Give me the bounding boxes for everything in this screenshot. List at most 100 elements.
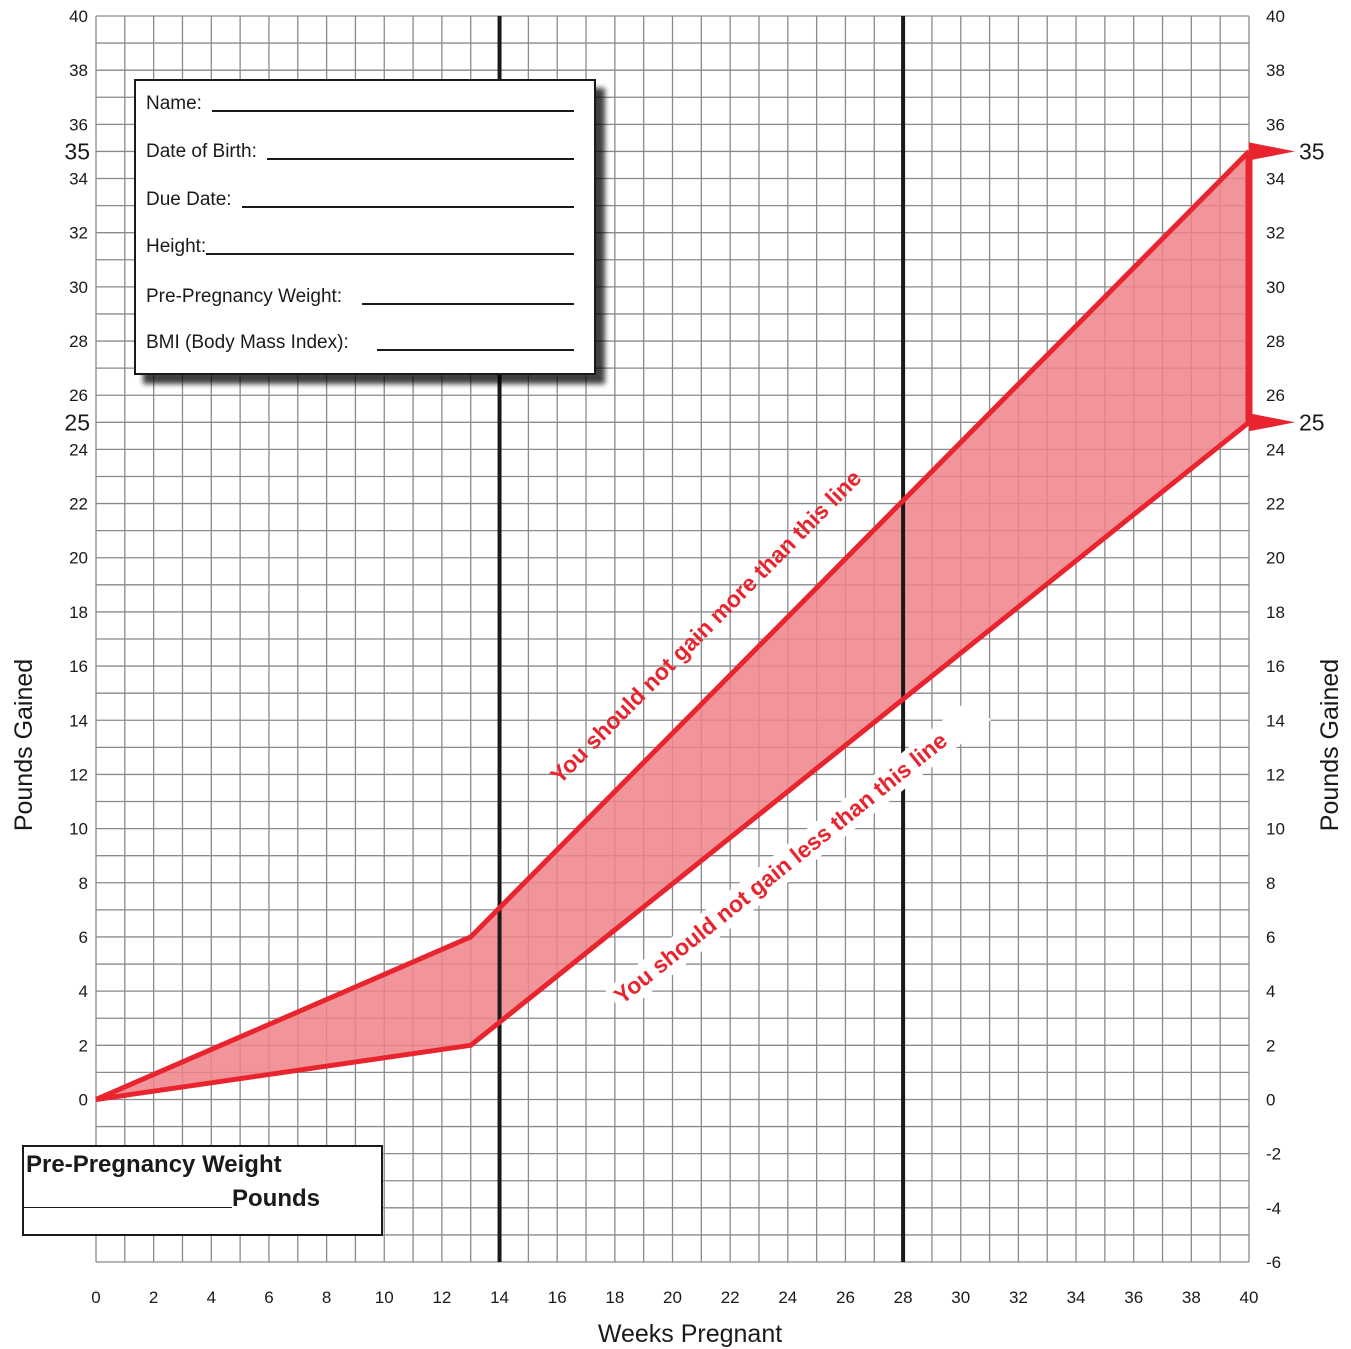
y-tick-label-right: 4 — [1266, 982, 1275, 1001]
y-tick-label-right: 0 — [1266, 1090, 1275, 1109]
x-tick-label: 20 — [663, 1288, 682, 1307]
x-tick-label: 12 — [432, 1288, 451, 1307]
y-tick-label-left: 10 — [69, 820, 88, 839]
x-tick-label: 4 — [207, 1288, 216, 1307]
y-tick-label-right: 20 — [1266, 549, 1285, 568]
y-tick-label-right: 22 — [1266, 495, 1285, 514]
y-tick-label-right: 34 — [1266, 170, 1285, 189]
x-tick-label: 36 — [1124, 1288, 1143, 1307]
y-tick-label-left: 2 — [79, 1036, 88, 1055]
y-tick-label-left: 12 — [69, 765, 88, 784]
y-tick-label-left: 28 — [69, 332, 88, 351]
name-field[interactable] — [211, 109, 574, 112]
y-tick-label-right: -6 — [1266, 1253, 1281, 1272]
y-tick-label-left: 32 — [69, 224, 88, 243]
y-tick-label-left: 34 — [69, 170, 88, 189]
y-tick-label-right: 32 — [1266, 224, 1285, 243]
marker-arrow — [1249, 142, 1295, 161]
marker-label-right: 25 — [1299, 409, 1325, 435]
y-tick-label-right: 40 — [1266, 7, 1285, 26]
y-axis-title-right: Pounds Gained — [1316, 659, 1344, 831]
x-tick-label: 2 — [149, 1288, 158, 1307]
height-label: Height: — [146, 236, 207, 257]
x-tick-label: 30 — [951, 1288, 970, 1307]
x-tick-label: 24 — [778, 1288, 797, 1307]
dob-label: Date of Birth: — [146, 141, 257, 162]
x-tick-label: 28 — [894, 1288, 913, 1307]
y-tick-label-right: 24 — [1266, 440, 1285, 459]
pre-pregnancy-weight-box: Pre-Pregnancy Weight Pounds — [22, 1145, 383, 1236]
y-tick-label-left: 6 — [79, 928, 88, 947]
y-tick-label-left: 0 — [79, 1090, 88, 1109]
y-tick-label-left: 30 — [69, 278, 88, 297]
dob-field[interactable] — [266, 157, 574, 160]
y-tick-label-right: 36 — [1266, 115, 1285, 134]
form-row-name: Name: — [146, 93, 574, 115]
y-tick-label-left: 14 — [69, 711, 88, 730]
x-tick-label: 26 — [836, 1288, 855, 1307]
y-tick-label-left: 8 — [79, 874, 88, 893]
marker-arrow — [1249, 413, 1295, 432]
bmi-label: BMI (Body Mass Index): — [146, 332, 349, 353]
y-tick-label-right: 26 — [1266, 386, 1285, 405]
y-tick-label-right: 12 — [1266, 765, 1285, 784]
y-tick-label-left: 26 — [69, 386, 88, 405]
y-tick-label-left: 4 — [79, 982, 88, 1001]
y-tick-label-right: 2 — [1266, 1036, 1275, 1055]
y-tick-label-right: 16 — [1266, 657, 1285, 676]
x-tick-label: 14 — [490, 1288, 509, 1307]
form-row-bmi: BMI (Body Mass Index): — [146, 332, 574, 354]
y-tick-label-left: 18 — [69, 603, 88, 622]
x-axis-title: Weeks Pregnant — [598, 1320, 782, 1348]
weight-entry-field[interactable] — [24, 1207, 232, 1208]
x-tick-label: 8 — [322, 1288, 331, 1307]
y-tick-label-left: 24 — [69, 440, 88, 459]
form-row-pre-weight: Pre-Pregnancy Weight: — [146, 286, 574, 308]
y-tick-label-right: 6 — [1266, 928, 1275, 947]
y-tick-label-right: -2 — [1266, 1145, 1281, 1164]
y-tick-label-left: 36 — [69, 115, 88, 134]
x-tick-label: 6 — [264, 1288, 273, 1307]
pre-weight-label: Pre-Pregnancy Weight: — [146, 286, 343, 307]
x-tick-label: 18 — [605, 1288, 624, 1307]
form-row-due-date: Due Date: — [146, 189, 574, 211]
marker-label-right: 35 — [1299, 138, 1325, 164]
weight-box-title: Pre-Pregnancy Weight — [26, 1151, 282, 1178]
marker-label-left: 25 — [64, 409, 90, 435]
y-tick-label-left: 40 — [69, 7, 88, 26]
y-tick-label-left: 22 — [69, 495, 88, 514]
y-tick-label-right: -4 — [1266, 1199, 1281, 1218]
y-tick-label-right: 28 — [1266, 332, 1285, 351]
weight-box-unit: Pounds — [232, 1185, 320, 1212]
y-tick-label-right: 38 — [1266, 61, 1285, 80]
upper-limit-line — [95, 149, 1251, 1102]
x-tick-label: 32 — [1009, 1288, 1028, 1307]
y-tick-label-right: 18 — [1266, 603, 1285, 622]
form-row-dob: Date of Birth: — [146, 141, 574, 163]
lower-limit-line — [95, 420, 1251, 1102]
x-tick-label: 38 — [1182, 1288, 1201, 1307]
form-row-height: Height: — [146, 236, 574, 258]
x-tick-label: 16 — [548, 1288, 567, 1307]
y-tick-label-left: 16 — [69, 657, 88, 676]
marker-label-left: 35 — [64, 138, 90, 164]
y-tick-label-right: 8 — [1266, 874, 1275, 893]
due-date-label: Due Date: — [146, 189, 232, 210]
y-axis-title-left: Pounds Gained — [10, 659, 38, 831]
name-label: Name: — [146, 93, 202, 114]
pre-weight-field[interactable] — [362, 302, 574, 305]
x-tick-label: 0 — [91, 1288, 100, 1307]
y-tick-label-left: 38 — [69, 61, 88, 80]
x-tick-label: 22 — [721, 1288, 740, 1307]
height-field[interactable] — [206, 252, 574, 255]
x-tick-label: 40 — [1240, 1288, 1259, 1307]
y-tick-label-right: 30 — [1266, 278, 1285, 297]
due-date-field[interactable] — [241, 205, 574, 208]
x-tick-label: 34 — [1067, 1288, 1086, 1307]
y-tick-label-right: 10 — [1266, 820, 1285, 839]
lower-guide-backdrop — [605, 696, 991, 1014]
patient-info-form: Name: Date of Birth: Due Date: Height: P… — [134, 79, 596, 375]
y-tick-label-left: 20 — [69, 549, 88, 568]
bmi-field[interactable] — [376, 348, 574, 351]
